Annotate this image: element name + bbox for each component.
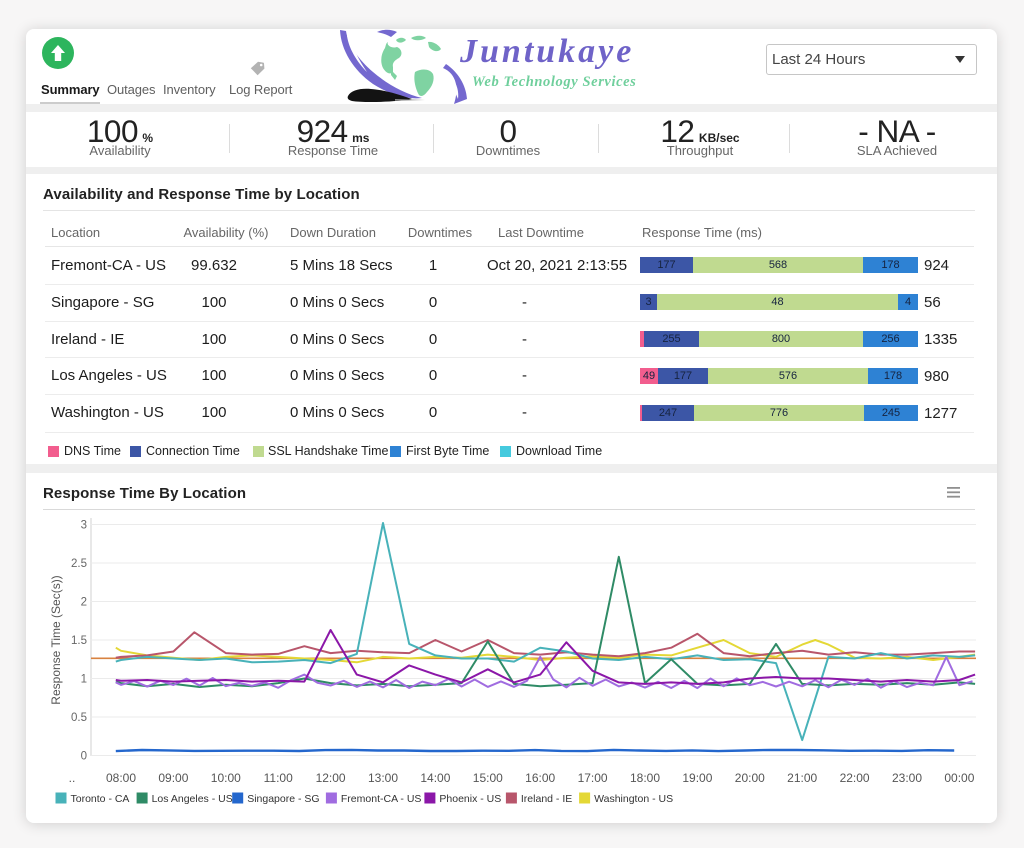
svg-text:Response Time (Sec(s)): Response Time (Sec(s)) [49, 575, 63, 704]
svg-text:Washington - US: Washington - US [594, 793, 673, 805]
svg-text:12:00: 12:00 [316, 771, 346, 785]
svg-text:15:00: 15:00 [473, 771, 503, 785]
svg-text:Singapore - SG: Singapore - SG [247, 793, 319, 805]
svg-text:Fremont-CA - US: Fremont-CA - US [341, 793, 422, 805]
svg-text:Los Angeles - US: Los Angeles - US [152, 793, 233, 805]
svg-text:2.5: 2.5 [71, 558, 87, 570]
svg-text:0: 0 [81, 751, 87, 763]
svg-text:23:00: 23:00 [892, 771, 922, 785]
svg-text:19:00: 19:00 [682, 771, 712, 785]
svg-text:Ireland - IE: Ireland - IE [521, 793, 572, 805]
svg-text:Juntukaye: Juntukaye [459, 33, 634, 70]
svg-text:22:00: 22:00 [840, 771, 870, 785]
svg-text:20:00: 20:00 [735, 771, 765, 785]
svg-text:1: 1 [81, 674, 87, 686]
svg-text:10:00: 10:00 [211, 771, 241, 785]
svg-text:00:00: 00:00 [944, 771, 974, 785]
svg-text:Toronto - CA: Toronto - CA [71, 793, 130, 805]
svg-text:2: 2 [81, 597, 87, 609]
svg-text:Web Technology Services: Web Technology Services [472, 74, 636, 90]
svg-text:1.5: 1.5 [71, 635, 87, 647]
svg-text:0.5: 0.5 [71, 712, 87, 724]
svg-text:08:00: 08:00 [106, 771, 136, 785]
svg-text:21:00: 21:00 [787, 771, 817, 785]
svg-text:3: 3 [81, 520, 87, 532]
svg-text:16:00: 16:00 [525, 771, 555, 785]
svg-text:17:00: 17:00 [578, 771, 608, 785]
svg-text:..: .. [69, 771, 76, 785]
svg-text:11:00: 11:00 [264, 771, 293, 785]
svg-text:09:00: 09:00 [158, 771, 188, 785]
svg-text:13:00: 13:00 [368, 771, 398, 785]
svg-text:14:00: 14:00 [420, 771, 450, 785]
svg-text:Phoenix - US: Phoenix - US [439, 793, 501, 805]
svg-text:18:00: 18:00 [630, 771, 660, 785]
